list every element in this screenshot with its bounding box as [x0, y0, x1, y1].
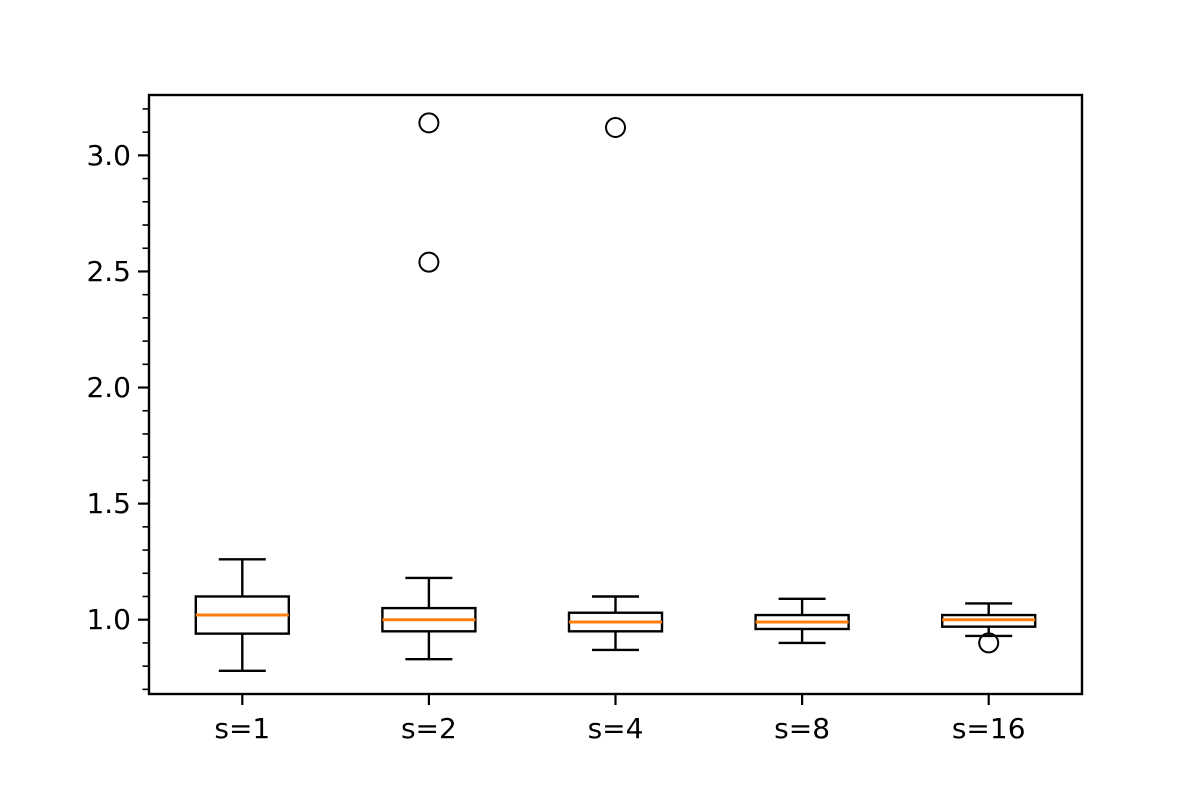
y-tick-label: 3.0	[86, 139, 131, 172]
y-tick-label: 1.5	[86, 487, 131, 520]
outlier-point	[978, 632, 1000, 654]
y-tick-label: 2.5	[86, 255, 131, 288]
x-tick-label: s=2	[401, 712, 457, 745]
y-tick-label: 2.0	[86, 371, 131, 404]
outlier-point	[418, 251, 440, 273]
x-tick-label: s=16	[952, 712, 1026, 745]
outlier-point	[605, 117, 626, 139]
x-tick-label: s=8	[774, 712, 830, 745]
x-tick-label: s=4	[588, 712, 644, 745]
y-tick-label: 1.0	[86, 603, 131, 636]
x-tick-label: s=1	[214, 712, 270, 745]
axes-frame	[147, 93, 1084, 696]
outlier-point	[418, 112, 440, 134]
